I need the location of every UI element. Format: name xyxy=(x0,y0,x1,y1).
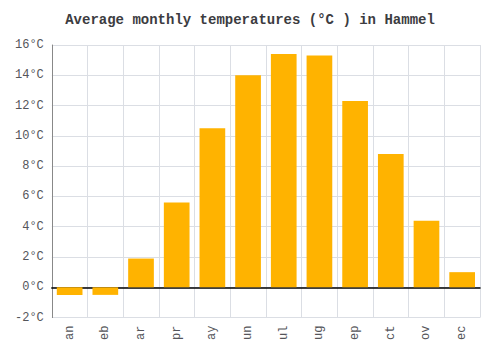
svg-text:0°C: 0°C xyxy=(22,280,44,294)
svg-text:16°C: 16°C xyxy=(15,38,44,52)
svg-text:2°C: 2°C xyxy=(22,250,44,264)
svg-text:un: un xyxy=(241,326,255,340)
svg-text:14°C: 14°C xyxy=(15,68,44,82)
svg-text:eb: eb xyxy=(98,326,112,340)
svg-text:6°C: 6°C xyxy=(22,189,44,203)
svg-text:ar: ar xyxy=(134,326,148,340)
svg-text:pr: pr xyxy=(170,326,184,340)
svg-text:10°C: 10°C xyxy=(15,129,44,143)
svg-text:-2°C: -2°C xyxy=(15,311,44,325)
svg-text:ct: ct xyxy=(384,326,398,340)
svg-text:ec: ec xyxy=(455,326,469,340)
svg-text:Average monthly temperatures (: Average monthly temperatures (°C ) in Ha… xyxy=(65,12,435,28)
svg-text:12°C: 12°C xyxy=(15,99,44,113)
svg-text:8°C: 8°C xyxy=(22,159,44,173)
svg-text:4°C: 4°C xyxy=(22,220,44,234)
svg-text:an: an xyxy=(63,326,77,340)
svg-text:ay: ay xyxy=(205,326,219,340)
svg-text:ov: ov xyxy=(419,326,433,340)
svg-text:ug: ug xyxy=(312,326,326,340)
svg-text:ul: ul xyxy=(277,326,291,340)
svg-text:ep: ep xyxy=(348,326,362,340)
